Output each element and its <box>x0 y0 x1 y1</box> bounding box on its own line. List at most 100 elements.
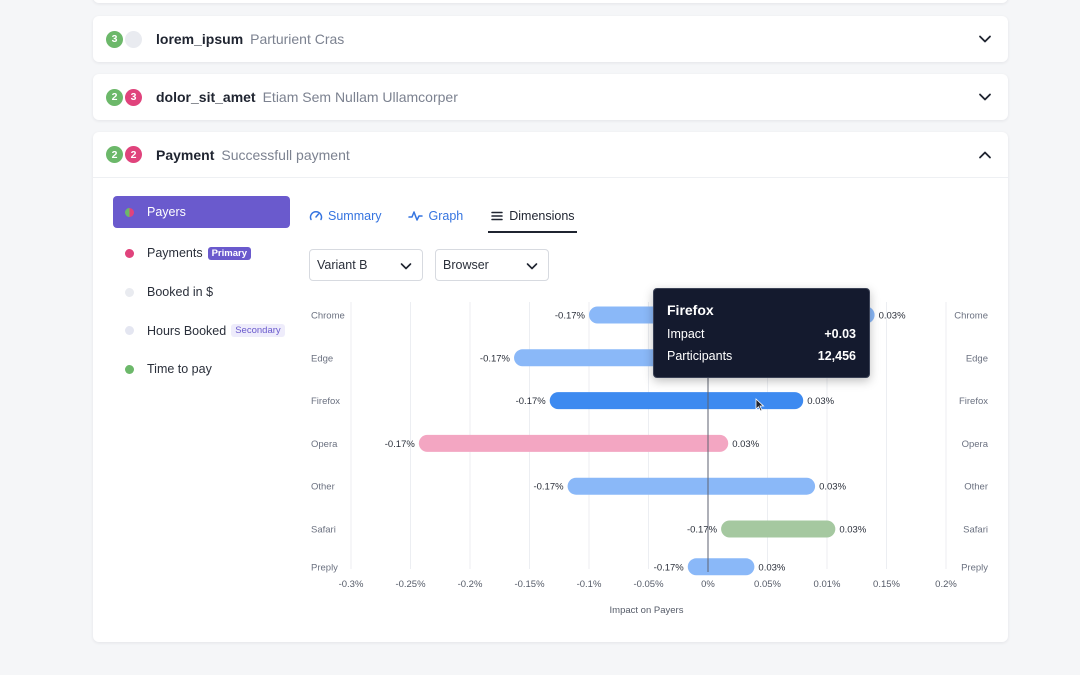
metric-label: Payers <box>147 205 186 219</box>
mouse-cursor-icon <box>755 398 765 412</box>
tooltip-impact-label: Impact <box>667 327 705 341</box>
x-tick-label: -0.25% <box>395 579 426 590</box>
experiment-description: Etiam Sem Nullam Ullamcorper <box>262 89 458 105</box>
x-tick-label: -0.05% <box>633 579 664 590</box>
neutral-dot-icon <box>125 326 134 336</box>
experiment-header[interactable]: 2 3 dolor_sit_amet Etiam Sem Nullam Ulla… <box>93 74 1008 120</box>
tab-dimensions[interactable]: Dimensions <box>488 202 577 233</box>
tooltip-title: Firefox <box>667 302 714 318</box>
high-value-label: 0.03% <box>732 439 759 450</box>
mixed-result-icon <box>125 207 134 217</box>
wins-badge: 2 <box>106 88 123 106</box>
y-tick-label-right: Chrome <box>954 311 988 322</box>
chart-tooltip: Firefox Impact +0.03 Participants 12,456 <box>653 288 870 378</box>
x-tick-label: 0.2% <box>935 579 957 590</box>
dimension-select-value: Browser <box>443 258 489 272</box>
metric-payers[interactable]: Payers <box>113 196 290 228</box>
tooltip-participants-row: Participants 12,456 <box>667 349 856 363</box>
list-icon <box>491 211 503 221</box>
y-tick-label-right: Safari <box>963 525 988 536</box>
high-value-label: 0.03% <box>807 396 834 407</box>
losses-badge <box>125 30 142 48</box>
low-value-label: -0.17% <box>516 396 547 407</box>
high-value-label: 0.03% <box>819 482 846 493</box>
y-tick-label-right: Opera <box>962 439 989 450</box>
experiment-header[interactable]: 2 2 Payment Successfull payment <box>93 132 1008 178</box>
metric-label: Time to pay <box>147 362 212 377</box>
metric-label: Payments <box>147 246 203 261</box>
view-tabs: Summary Graph Dimensions <box>309 202 602 233</box>
tab-label: Graph <box>428 209 464 223</box>
y-tick-label-left: Preply <box>311 562 338 573</box>
high-value-label: 0.03% <box>839 525 866 536</box>
x-axis-label: Impact on Payers <box>610 605 684 616</box>
low-value-label: -0.17% <box>533 482 564 493</box>
x-tick-label: 0.01% <box>814 579 841 590</box>
y-tick-label-left: Opera <box>311 439 338 450</box>
range-bar-firefox <box>549 392 804 410</box>
pulse-icon <box>408 211 424 221</box>
experiment-name: Payment <box>156 146 215 163</box>
dimension-select[interactable]: Browser <box>435 249 549 281</box>
low-value-label: -0.17% <box>480 353 511 364</box>
metric-time-to-pay[interactable]: Time to pay <box>113 350 290 389</box>
experiment-card-lorem-ipsum[interactable]: 3 lorem_ipsum Parturient Cras <box>93 16 1008 62</box>
chevron-down-icon <box>526 263 538 270</box>
variant-select-value: Variant B <box>317 258 368 272</box>
chevron-up-icon[interactable] <box>978 148 992 162</box>
neutral-dot-icon <box>125 287 134 297</box>
x-tick-label: -0.2% <box>458 579 483 590</box>
tooltip-impact-value: +0.03 <box>824 327 856 341</box>
y-tick-label-left: Chrome <box>311 311 345 322</box>
metric-payments[interactable]: Payments Primary <box>113 234 290 273</box>
x-tick-label: 0.15% <box>873 579 900 590</box>
low-value-label: -0.17% <box>687 525 718 536</box>
range-bar-preply <box>687 558 755 576</box>
range-bar-opera <box>418 434 729 452</box>
wins-badge: 2 <box>106 146 123 163</box>
tab-summary[interactable]: Summary <box>309 202 381 230</box>
experiment-name: lorem_ipsum <box>156 31 244 47</box>
metric-label: Booked in $ <box>147 285 214 300</box>
tooltip-participants-value: 12,456 <box>817 349 856 363</box>
metrics-list: Payers Payments Primary Booked in $ Hour… <box>113 196 290 389</box>
range-bar-safari <box>721 520 836 538</box>
y-tick-label-left: Edge <box>311 353 333 364</box>
low-value-label: -0.17% <box>654 562 685 573</box>
tab-label: Summary <box>328 209 382 223</box>
tab-label: Dimensions <box>509 209 575 223</box>
x-tick-label: -0.3% <box>339 579 364 590</box>
tooltip-participants-label: Participants <box>667 349 733 363</box>
experiment-header[interactable]: 3 lorem_ipsum Parturient Cras <box>93 16 1008 62</box>
positive-dot-icon <box>125 364 134 374</box>
x-tick-label: -0.1% <box>577 579 602 590</box>
experiment-card-payment: 2 2 Payment Successfull payment Payers P… <box>93 132 1008 642</box>
chevron-down-icon[interactable] <box>978 90 992 104</box>
high-value-label: 0.03% <box>879 311 906 322</box>
negative-dot-icon <box>125 248 134 258</box>
metric-hours-booked[interactable]: Hours Booked Secondary <box>113 311 290 350</box>
low-value-label: -0.17% <box>385 439 416 450</box>
y-tick-label-left: Other <box>311 482 335 493</box>
y-tick-label-right: Preply <box>961 562 988 573</box>
y-tick-label-right: Firefox <box>959 396 988 407</box>
secondary-tag: Secondary <box>231 324 285 338</box>
high-value-label: 0.03% <box>758 562 785 573</box>
losses-badge: 3 <box>125 88 142 106</box>
chevron-down-icon[interactable] <box>978 32 992 46</box>
experiment-description: Successfull payment <box>221 146 350 163</box>
metric-booked[interactable]: Booked in $ <box>113 273 290 312</box>
primary-tag: Primary <box>207 246 251 260</box>
chevron-down-icon <box>400 263 412 270</box>
tab-graph[interactable]: Graph <box>408 202 463 230</box>
x-tick-label: 0% <box>701 579 715 590</box>
variant-select[interactable]: Variant B <box>309 249 423 281</box>
experiment-card-dolor-sit-amet[interactable]: 2 3 dolor_sit_amet Etiam Sem Nullam Ulla… <box>93 74 1008 120</box>
losses-badge: 2 <box>125 146 142 163</box>
y-tick-label-right: Other <box>964 482 988 493</box>
range-bar-other <box>567 477 816 495</box>
x-tick-label: 0.05% <box>754 579 781 590</box>
experiment-description: Parturient Cras <box>250 31 345 47</box>
wins-badge: 3 <box>106 30 123 48</box>
y-tick-label-right: Edge <box>966 353 988 364</box>
